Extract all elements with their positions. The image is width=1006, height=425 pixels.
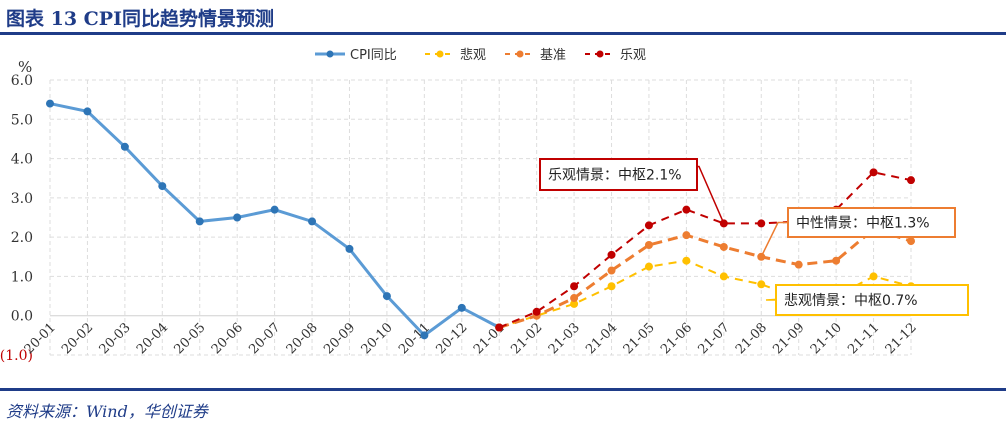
data-point — [644, 221, 653, 230]
annotation-box — [539, 158, 698, 191]
x-tick-label: 20-07 — [246, 320, 283, 357]
data-point — [682, 231, 691, 240]
legend-marker — [516, 50, 524, 58]
x-tick-label: 21-11 — [845, 320, 882, 357]
annotation-text: 乐观情景：中枢2.1% — [548, 168, 682, 184]
x-tick-label: 21-02 — [508, 320, 545, 357]
legend-marker — [596, 50, 604, 58]
x-tick-label: 20-01 — [22, 320, 59, 357]
y-tick-label: 3.0 — [11, 191, 33, 207]
x-tick-label: 21-04 — [583, 320, 620, 357]
data-point — [907, 237, 915, 246]
series-line-1 — [498, 259, 912, 329]
data-point — [158, 182, 167, 191]
x-tick-label: 21-08 — [733, 320, 770, 357]
annotation-text: 悲观情景：中枢0.7% — [784, 292, 918, 309]
figure-title: 图表 13 CPI同比趋势情景预测 — [6, 8, 274, 30]
data-point — [457, 303, 466, 312]
legend-marker — [326, 50, 334, 58]
data-point — [607, 266, 616, 275]
data-point — [495, 323, 504, 332]
source-note: 资料来源：Wind，华创证券 — [6, 402, 208, 421]
x-tick-label: 21-09 — [770, 320, 807, 357]
legend-marker — [436, 50, 444, 58]
x-tick-label: 20-06 — [209, 320, 246, 357]
data-point — [345, 244, 354, 253]
x-tick-label: 21-07 — [696, 320, 733, 357]
data-point — [682, 205, 691, 214]
y-tick-label: 1.0 — [11, 269, 33, 285]
data-point — [757, 219, 766, 228]
data-point — [719, 242, 728, 251]
data-point — [794, 260, 803, 269]
data-point — [46, 99, 54, 108]
series-line-3 — [498, 171, 912, 329]
x-tick-label: 21-05 — [621, 320, 658, 357]
series-line-2 — [498, 227, 912, 329]
y-tick-label: (1.0) — [0, 348, 33, 364]
y-tick-label: 5.0 — [11, 112, 33, 128]
x-tick-label: 21-10 — [808, 320, 845, 357]
annotation-leader — [760, 221, 788, 258]
data-point — [644, 241, 653, 249]
x-tick-label: 20-10 — [359, 320, 396, 357]
y-tick-label: 4.0 — [11, 152, 33, 168]
annotation-box — [775, 284, 969, 316]
data-point — [607, 250, 616, 259]
data-point — [570, 299, 579, 308]
data-point — [195, 217, 204, 226]
data-point — [382, 292, 391, 301]
data-point — [570, 294, 579, 303]
data-point — [570, 282, 579, 291]
data-point — [420, 331, 429, 340]
data-point — [308, 217, 317, 226]
legend-label: 乐观 — [620, 48, 646, 63]
x-tick-label: 20-02 — [59, 320, 96, 357]
data-point — [719, 272, 728, 281]
data-point — [869, 168, 878, 177]
legend-label: 基准 — [540, 48, 566, 63]
x-tick-label: 20-03 — [97, 320, 134, 357]
data-point — [832, 256, 841, 265]
bottom-rule — [0, 388, 1006, 391]
x-tick-label: 20-05 — [171, 320, 208, 357]
data-point — [644, 262, 653, 271]
x-tick-label: 20-04 — [134, 320, 171, 357]
y-axis-unit: % — [18, 58, 32, 76]
data-point — [869, 272, 878, 281]
annotation-box — [787, 207, 956, 238]
data-point — [607, 282, 616, 291]
y-tick-label: 0.0 — [11, 309, 33, 325]
data-point — [83, 107, 92, 116]
data-point — [757, 280, 766, 289]
x-tick-label: 21-12 — [883, 320, 920, 357]
x-tick-label: 20-08 — [284, 320, 321, 357]
data-point — [532, 307, 541, 316]
y-tick-label: 2.0 — [11, 230, 33, 246]
x-tick-label: 21-03 — [546, 320, 583, 357]
x-tick-label: 21-06 — [658, 320, 695, 357]
data-point — [682, 256, 691, 265]
x-tick-label: 20-09 — [321, 320, 358, 357]
data-point — [270, 205, 279, 214]
data-point — [233, 213, 242, 222]
legend-label: CPI同比 — [350, 48, 397, 63]
data-point — [907, 176, 915, 185]
top-rule — [0, 32, 1006, 35]
data-point — [120, 142, 129, 151]
legend-label: 悲观 — [460, 47, 486, 63]
annotation-text: 中性情景：中枢1.3% — [796, 216, 930, 232]
y-tick-label: 6.0 — [11, 73, 33, 89]
